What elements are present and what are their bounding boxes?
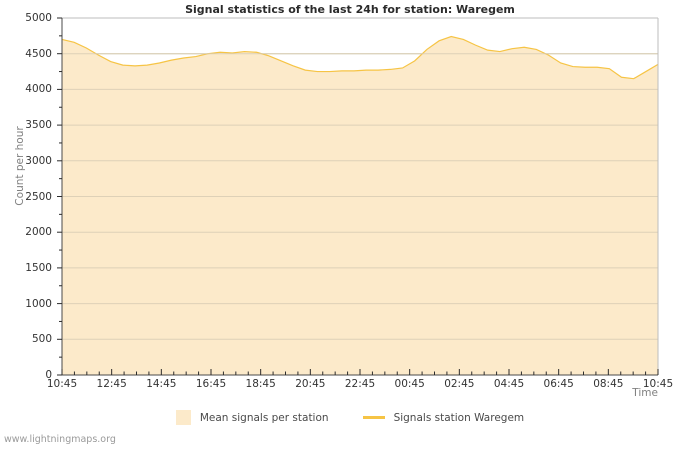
x-tick-label: 02:45 [444,378,475,390]
x-tick-label: 04:45 [493,378,525,390]
x-tick-label: 16:45 [195,378,227,390]
y-tick-label: 2000 [25,226,52,239]
chart-title: Signal statistics of the last 24h for st… [185,3,515,16]
y-tick-label: 500 [31,333,52,346]
line-series-station-waregem [61,35,659,80]
x-tick-label: 22:45 [344,378,376,390]
legend-label-mean-signals: Mean signals per station [199,411,329,424]
x-axis-label: Time [632,387,658,399]
legend-line-swatch-icon [362,416,385,419]
y-tick-label: 3000 [25,154,52,167]
x-tick-label: 00:45 [394,378,425,390]
site-attribution: www.lightningmaps.org [4,434,116,445]
y-tick-label: 4000 [25,83,52,96]
x-tick-label: 06:45 [543,378,574,390]
y-tick-label: 4500 [25,47,52,60]
legend-item-station-signals: Signals station Waregem [362,411,525,424]
y-tick-label: 5000 [25,12,52,24]
x-tick-label: 10:45 [642,378,674,390]
legend-area-swatch-icon [175,410,191,425]
x-tick-label: 20:45 [295,378,326,390]
y-tick-label: 1000 [25,297,52,310]
legend-item-mean-signals: Mean signals per station [175,410,329,425]
y-tick-label: 2500 [25,190,52,203]
area-series-mean-signals [62,36,658,376]
x-tick-label: 10:45 [46,378,78,390]
x-tick-label: 08:45 [593,378,624,390]
y-tick-label: 1500 [25,261,52,274]
x-tick-label: 12:45 [96,378,127,390]
chart-legend: Mean signals per station Signals station… [0,410,700,425]
y-tick-label: 3500 [25,119,52,132]
x-tick-label: 18:45 [245,378,276,390]
legend-label-station-signals: Signals station Waregem [393,411,525,424]
y-axis-tick-labels: 0 500 1000 1500 2000 2500 3000 3500 4000 4500 5000 [0,0,52,450]
x-tick-label: 14:45 [146,378,177,390]
y-tick-label: 0 [45,369,52,381]
